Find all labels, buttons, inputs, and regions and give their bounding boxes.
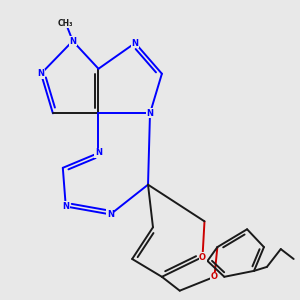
Text: N: N bbox=[132, 38, 139, 47]
Text: CH₃: CH₃ bbox=[58, 19, 74, 28]
Text: N: N bbox=[146, 109, 154, 118]
Text: O: O bbox=[199, 253, 206, 262]
Text: N: N bbox=[107, 210, 114, 219]
Text: N: N bbox=[69, 37, 76, 46]
Text: N: N bbox=[38, 69, 44, 78]
Text: O: O bbox=[211, 272, 218, 281]
Text: N: N bbox=[95, 148, 102, 158]
Text: N: N bbox=[62, 202, 69, 211]
